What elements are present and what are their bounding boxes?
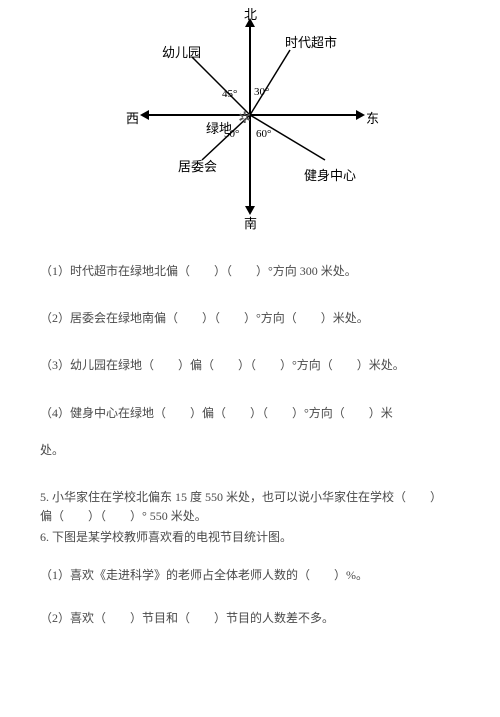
label-supermarket: 时代超市 xyxy=(285,32,337,51)
question-content: （1）时代超市在绿地北偏（ ）（ ）°方向 300 米处。 （2）居委会在绿地南… xyxy=(0,230,500,628)
question-6-2: （2）喜欢（ ）节目和（ ）节目的人数差不多。 xyxy=(40,609,460,628)
center-icon: ✲ xyxy=(238,108,251,128)
label-kindergarten: 幼儿园 xyxy=(162,42,201,61)
question-6-1: （1）喜欢《走进科学》的老师占全体老师人数的（ ）%。 xyxy=(40,566,460,585)
angle-45: 45° xyxy=(222,88,237,100)
question-1: （1）时代超市在绿地北偏（ ）（ ）°方向 300 米处。 xyxy=(40,262,460,281)
label-north: 北 xyxy=(244,4,257,23)
question-4a: （4）健身中心在绿地（ ）偏（ ）（ ）°方向（ ）米 xyxy=(40,404,460,423)
angle-30: 30° xyxy=(254,86,269,98)
question-2: （2）居委会在绿地南偏（ ）（ ）°方向（ ）米处。 xyxy=(40,309,460,328)
question-6: 6. 下图是某学校教师喜欢看的电视节目统计图。 xyxy=(40,528,460,547)
label-west: 西 xyxy=(126,108,139,127)
label-fitness: 健身中心 xyxy=(304,165,356,184)
question-5b: 偏（ ）（ ）° 550 米处。 xyxy=(40,507,460,526)
label-east: 东 xyxy=(366,108,379,127)
angle-60: 60° xyxy=(256,128,271,140)
label-committee: 居委会 xyxy=(178,156,217,175)
question-4b: 处。 xyxy=(40,441,460,460)
angle-50: 50° xyxy=(224,128,239,140)
question-3: （3）幼儿园在绿地（ ）偏（ ）（ ）°方向（ ）米处。 xyxy=(40,356,460,375)
direction-diagram: 北 南 东 西 绿地 幼儿园 时代超市 居委会 健身中心 45° 30° 50°… xyxy=(110,10,390,230)
question-5a: 5. 小华家住在学校北偏东 15 度 550 米处，也可以说小华家住在学校（ ） xyxy=(40,488,460,507)
label-south: 南 xyxy=(244,213,257,232)
